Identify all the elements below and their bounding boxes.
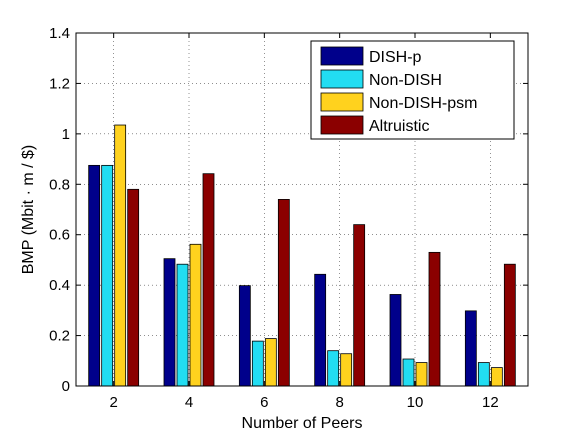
bar-dish-p-8	[314, 273, 327, 387]
y-tick-label: 0.2	[49, 328, 70, 345]
bar-non-dish-psm-2	[114, 124, 127, 387]
bar-altruistic-8	[353, 224, 366, 387]
bars	[88, 124, 516, 387]
bar-non-dish-psm-6	[264, 338, 277, 387]
legend-label: DISH-p	[369, 49, 422, 66]
bar-dish-p-6	[238, 285, 251, 387]
legend-label: Altruistic	[369, 118, 429, 135]
x-tick-label: 8	[335, 394, 343, 411]
bar-non-dish-8	[327, 350, 340, 387]
bar-altruistic-2	[127, 188, 140, 387]
bar-altruistic-12	[503, 263, 516, 387]
x-tick-label: 12	[482, 394, 499, 411]
y-tick-label: 1.4	[49, 25, 70, 42]
y-tick-label: 1.2	[49, 75, 70, 92]
bar-dish-p-12	[464, 310, 477, 387]
legend-swatch	[320, 115, 364, 135]
bar-dish-p-4	[163, 258, 176, 387]
bar-non-dish-psm-10	[415, 362, 428, 387]
y-axis-label: BMP (Mbit · m / $)	[20, 145, 37, 275]
legend-label: Non-DISH-psm	[369, 95, 477, 112]
legend-swatch	[320, 92, 364, 112]
legend-label: Non-DISH	[369, 72, 442, 89]
x-tick-label: 6	[260, 394, 268, 411]
bar-non-dish-10	[402, 358, 415, 387]
bar-non-dish-6	[251, 340, 264, 387]
bar-altruistic-6	[277, 199, 290, 387]
bar-altruistic-10	[428, 251, 441, 387]
legend: DISH-p Non-DISH Non-DISH-psm Altruistic	[310, 40, 515, 140]
y-tick-label: 0	[62, 378, 70, 395]
y-tick-label: 0.8	[49, 176, 70, 193]
x-tick-label: 10	[407, 394, 424, 411]
bar-dish-p-2	[88, 164, 101, 387]
legend-swatch	[320, 46, 364, 66]
x-axis-label: Number of Peers	[242, 415, 363, 432]
bar-non-dish-4	[176, 263, 189, 387]
axes	[75, 32, 529, 387]
bar-non-dish-psm-12	[490, 367, 503, 387]
bar-non-dish-psm-8	[340, 353, 353, 387]
y-tick-label: 0.6	[49, 227, 70, 244]
bar-non-dish-psm-4	[189, 243, 202, 387]
bar-non-dish-12	[477, 362, 490, 387]
bar-altruistic-4	[202, 173, 215, 387]
bar-non-dish-2	[101, 164, 114, 387]
y-tick-label: 0.4	[49, 277, 70, 294]
y-tick-label: 1	[62, 126, 70, 143]
x-tick-label: 4	[185, 394, 193, 411]
plot-frame	[75, 32, 529, 387]
legend-swatch	[320, 69, 364, 89]
tick-labels: 0 0.2 0.4 0.6 0.8 1 1.2 1.4 2 4 6 8 10 12	[49, 25, 499, 411]
x-tick-label: 2	[109, 394, 117, 411]
bar-dish-p-10	[389, 294, 402, 387]
